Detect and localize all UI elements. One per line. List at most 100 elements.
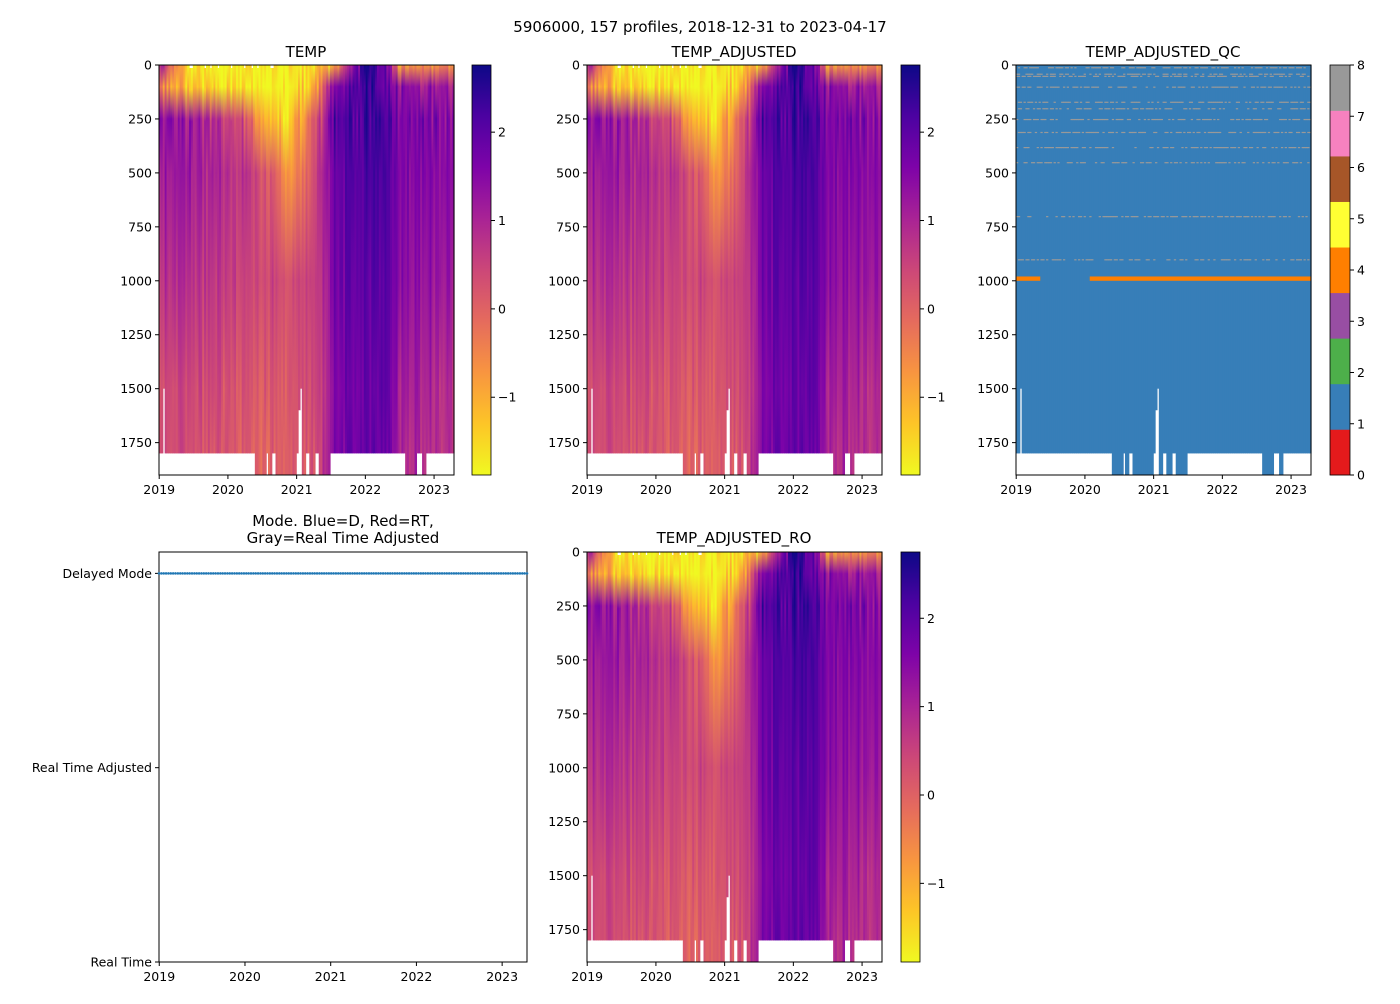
qc-flag-8-cell <box>1270 74 1272 75</box>
qc-flag-8-cell <box>1133 67 1135 68</box>
qc-flag-8-cell <box>1146 87 1148 88</box>
panel-title: TEMP_ADJUSTED <box>670 43 796 62</box>
qc-flag-8-cell <box>1149 74 1151 75</box>
qc-flag-8-cell <box>1294 87 1296 88</box>
qc-flag-8-cell <box>1084 74 1086 75</box>
qc-flag-8-cell <box>1151 108 1153 109</box>
qc-flag-8-cell <box>1059 76 1061 77</box>
qc-flag-8-cell <box>1157 76 1159 77</box>
qc-flag-8-cell <box>1106 102 1108 103</box>
qc-flag-8-cell <box>1110 74 1112 75</box>
qc-flag-8-cell <box>1099 67 1101 68</box>
qc-flag-8-cell <box>1055 108 1057 109</box>
qc-flag-8-cell <box>1039 76 1041 77</box>
colorbar-tick-label: 0 <box>498 301 506 316</box>
qc-flag-8-cell <box>1037 119 1039 120</box>
qc-flag-8-cell <box>1185 76 1187 77</box>
colorbar-tick-label: 2 <box>927 125 935 140</box>
qc-flag-8-cell <box>1236 87 1238 88</box>
qc-flag-8-cell <box>1095 74 1097 75</box>
qc-flag-8-cell <box>1298 119 1300 120</box>
heatmap <box>587 65 883 475</box>
qc-flag-8-cell <box>1140 76 1142 77</box>
qc-flag-8-cell <box>1061 74 1063 75</box>
qc-flag-8-cell <box>1059 108 1061 109</box>
qc-flag-8-cell <box>1238 102 1240 103</box>
qc-flag-8-cell <box>1183 132 1185 133</box>
qc-flag-8-cell <box>1288 119 1290 120</box>
qc-flag-8-cell <box>1296 108 1298 109</box>
qc-flag-8-cell <box>1260 74 1262 75</box>
qc-flag-8-cell <box>1183 119 1185 120</box>
qc-flag-8-cell <box>1134 87 1136 88</box>
qc-flag-8-cell <box>1040 132 1042 133</box>
qc-flag-8-cell <box>1240 74 1242 75</box>
qc-flag-8-cell <box>1108 76 1110 77</box>
qc-flag-8-cell <box>1281 87 1283 88</box>
qc-flag-8-cell <box>1247 108 1249 109</box>
qc-flag-8-cell <box>1102 132 1104 133</box>
qc-flag-8-cell <box>1155 108 1157 109</box>
y-tick-label: 1250 <box>120 327 152 342</box>
y-tick-label: 250 <box>556 111 580 126</box>
qc-flag-8-cell <box>1078 132 1080 133</box>
qc-flag-8-cell <box>1127 108 1129 109</box>
qc-flag-8-cell <box>1279 108 1281 109</box>
qc-flag-8-cell <box>1112 108 1114 109</box>
qc-flag-8-cell <box>1063 76 1065 77</box>
qc-flag-8-cell <box>1116 132 1118 133</box>
qc-flag-8-cell <box>1052 108 1054 109</box>
qc-flag-8-cell <box>1161 119 1163 120</box>
qc-flag-8-cell <box>1035 102 1037 103</box>
colorbar <box>472 65 491 475</box>
qc-flag-8-cell <box>1024 102 1026 103</box>
qc-flag-8-cell <box>1302 76 1304 77</box>
qc-flag-8-cell <box>1249 102 1251 103</box>
qc-flag-8-cell <box>1082 132 1084 133</box>
qc-flag-8-cell <box>1144 132 1146 133</box>
qc-flag-8-cell <box>1033 108 1035 109</box>
qc-flag-8-cell <box>1074 76 1076 77</box>
qc-flag-8-cell <box>1070 67 1072 68</box>
qc-flag-8-cell <box>1114 74 1116 75</box>
qc-flag-8-cell <box>1125 87 1127 88</box>
y-tick-label: 1750 <box>120 435 152 450</box>
qc-flag-8-cell <box>1155 132 1157 133</box>
qc-flag-8-cell <box>1136 76 1138 77</box>
colorbar-tick-label: 1 <box>927 213 935 228</box>
y-tick-label: 1000 <box>548 273 580 288</box>
x-tick-label: 2022 <box>349 482 381 497</box>
qc-flag-8-cell <box>1303 108 1305 109</box>
y-tick-label: 250 <box>128 111 152 126</box>
qc-flag-8-cell <box>1076 102 1078 103</box>
qc-flag-8-cell <box>1281 76 1283 77</box>
qc-flag-8-cell <box>1198 119 1200 120</box>
y-tick-label: 1500 <box>120 381 152 396</box>
qc-flag-8-cell <box>1101 108 1103 109</box>
qc-flag-8-cell <box>1112 102 1114 103</box>
y-tick-label: 1000 <box>120 273 152 288</box>
qc-flag-8-cell <box>1067 74 1069 75</box>
qc-flag-8-cell <box>1054 102 1056 103</box>
qc-flag-8-cell <box>1189 67 1191 68</box>
qc-flag-8-cell <box>1138 102 1140 103</box>
qc-flag-8-cell <box>1039 108 1041 109</box>
colorbar-tick-label: −1 <box>498 390 516 405</box>
qc-flag-8-cell <box>1245 102 1247 103</box>
qc-flag-8-cell <box>1215 74 1217 75</box>
qc-flag-8-cell <box>1285 119 1287 120</box>
qc-flag-8-cell <box>1123 76 1125 77</box>
qc-flag-8-cell <box>1285 76 1287 77</box>
qc-flag-8-cell <box>1089 74 1091 75</box>
qc-flag-8-cell <box>1287 102 1289 103</box>
qc-flag-8-cell <box>1296 102 1298 103</box>
qc-flag-8-cell <box>1020 108 1022 109</box>
qc-flag-8-cell <box>1288 76 1290 77</box>
qc-flag-8-cell <box>1074 67 1076 68</box>
qc-flag-8-cell <box>1285 87 1287 88</box>
qc-flag-8-cell <box>1097 132 1099 133</box>
qc-flag-8-cell <box>1193 87 1195 88</box>
qc-flag-8-cell <box>1185 74 1187 75</box>
qc-flag-8-cell <box>1166 87 1168 88</box>
qc-flag-8-cell <box>1018 67 1020 68</box>
